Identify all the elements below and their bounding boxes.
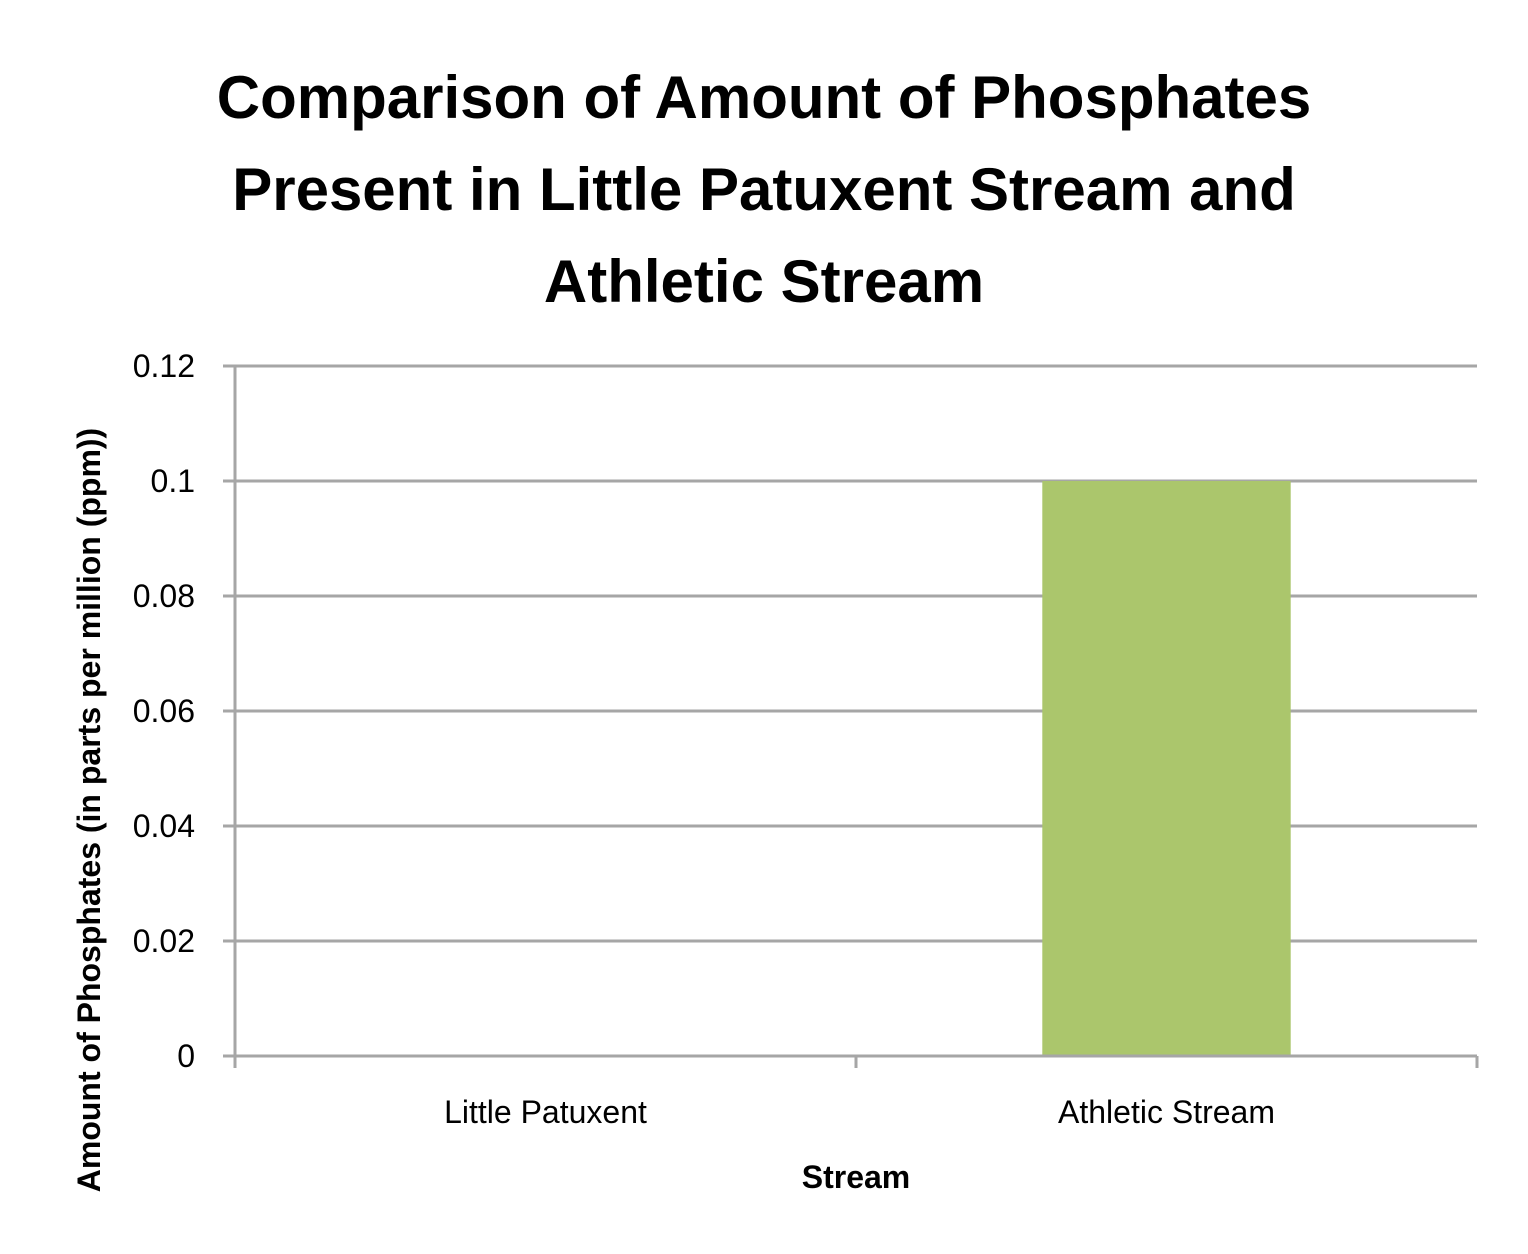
y-tick-label: 0.12 (133, 348, 195, 384)
chart-title-line-3: Athletic Stream (543, 248, 985, 315)
y-tick-labels: 0 0.02 0.04 0.06 0.08 0.1 0.12 (133, 348, 195, 1074)
y-tick-label: 0.04 (133, 808, 195, 844)
x-tick-label: Little Patuxent (444, 1094, 647, 1130)
chart-title: Comparison of Amount of Phosphates Prese… (0, 52, 1528, 328)
x-tick-label: Athletic Stream (1058, 1094, 1275, 1130)
y-tick-label: 0.1 (151, 463, 195, 499)
bars (1042, 481, 1291, 1056)
x-tick-labels: Little Patuxent Athletic Stream (444, 1094, 1275, 1130)
chart-title-line-2: Present in Little Patuxent Stream and (232, 156, 1296, 223)
bar (1042, 481, 1291, 1056)
chart-title-line-1: Comparison of Amount of Phosphates (216, 64, 1312, 131)
axes (223, 364, 1479, 1068)
y-tick-label: 0.02 (133, 923, 195, 959)
y-tick-label: 0 (177, 1038, 195, 1074)
x-axis-title: Stream (802, 1159, 911, 1195)
y-axis-title: Amount of Phosphates (in parts per milli… (71, 428, 107, 1192)
y-tick-label: 0.06 (133, 693, 195, 729)
y-tick-label: 0.08 (133, 578, 195, 614)
